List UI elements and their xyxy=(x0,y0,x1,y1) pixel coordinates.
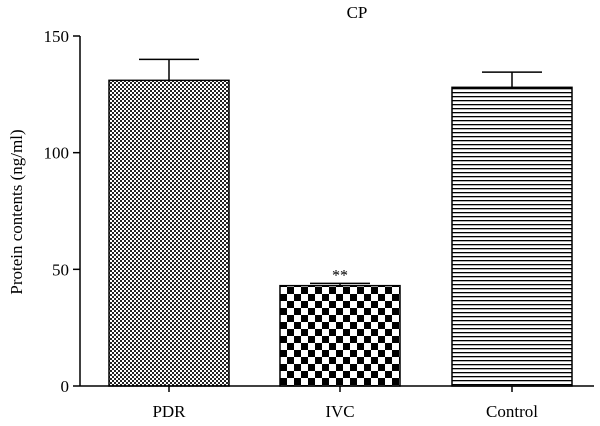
bar-control xyxy=(451,86,573,387)
x-tick-label-ivc: IVC xyxy=(325,402,354,421)
bar-ivc xyxy=(279,284,401,387)
x-tick-label-control: Control xyxy=(486,402,538,421)
y-tick-label-0: 0 xyxy=(61,377,70,396)
y-tick-label-100: 100 xyxy=(44,144,70,163)
error-bars-group xyxy=(139,58,542,286)
y-tick-label-150: 150 xyxy=(44,27,70,46)
annotations-group: ** xyxy=(332,267,348,284)
y-axis-label: Protein contents (ng/ml) xyxy=(7,129,26,294)
bars-group xyxy=(108,79,573,387)
y-ticks-group: 0 50 100 150 xyxy=(44,27,80,396)
x-ticks-group: PDR IVC Control xyxy=(152,386,538,421)
significance-label-ivc: ** xyxy=(332,267,348,284)
chart-title: CP xyxy=(347,3,368,22)
y-tick-label-50: 50 xyxy=(52,260,69,279)
x-tick-label-pdr: PDR xyxy=(152,402,186,421)
axes-group xyxy=(79,36,594,387)
bar-pdr xyxy=(108,79,230,387)
